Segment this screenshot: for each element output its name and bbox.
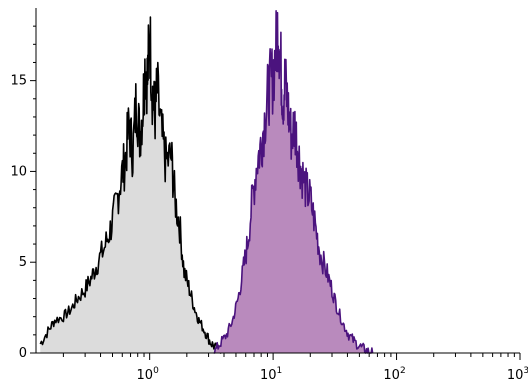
tick-labels: 0 5 10 15 100 101 102 103 (10, 74, 528, 383)
x-tick-label: 100 (137, 366, 160, 383)
y-tick-label: 5 (19, 255, 27, 270)
series-1-line (39, 16, 222, 354)
axes (35, 8, 520, 354)
plot-area (39, 10, 374, 354)
x-tick-label: 103 (507, 366, 528, 383)
x-tick-label: 101 (260, 366, 282, 383)
y-tick-label: 15 (10, 74, 27, 89)
series-2-line (213, 10, 374, 354)
x-tick-label: 102 (383, 366, 405, 383)
series-2-fill (213, 10, 373, 354)
y-tick-label: 10 (10, 164, 27, 179)
y-tick-label: 0 (19, 346, 27, 361)
ticks (30, 25, 521, 360)
series-1-fill (40, 17, 222, 353)
